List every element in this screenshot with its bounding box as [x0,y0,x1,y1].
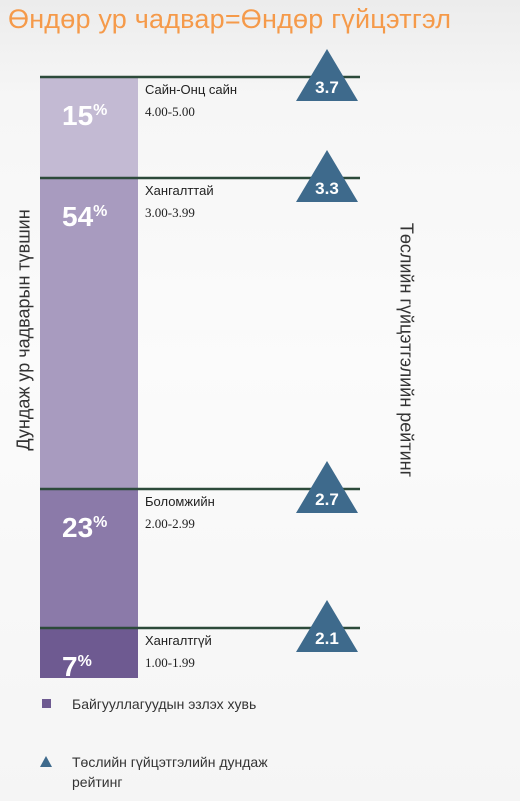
share-label: 54% [62,201,107,232]
tier-range: 1.00-1.99 [145,655,195,670]
tier-range: 2.00-2.99 [145,516,195,531]
rating-triangle [296,150,358,202]
tier-range: 4.00-5.00 [145,104,195,119]
tier-range: 3.00-3.99 [145,205,195,220]
legend-square-icon [42,699,51,708]
rating-label: 3.7 [315,78,339,97]
share-label: 15% [62,100,107,131]
tier-name: Хангалттай [145,183,214,198]
rating-triangle [296,461,358,513]
rating-triangle [296,600,358,652]
bar-segment [40,628,138,678]
tier-name: Хангалтгүй [145,633,212,648]
share-label: 23% [62,512,107,543]
bar-segment [40,77,138,178]
legend-entry-share: Байгууллагуудын эзлэх хувь [72,696,256,712]
rating-label: 3.3 [315,179,339,198]
rating-label: 2.7 [315,490,339,509]
bar-segment [40,489,138,628]
rating-label: 2.1 [315,629,339,648]
legend-triangle-icon [40,756,52,767]
legend-entry-rating: Төслийн гүйцэтгэлийн дундаж рейтинг [72,754,268,790]
share-label: 7% [62,651,92,682]
bar-segment [40,178,138,489]
page-title: Өндөр ур чадвар=Өндөр гүйцэтгэл [8,4,452,34]
tier-name: Сайн-Онц сайн [145,82,237,97]
rating-triangle [296,49,358,101]
tier-name: Боломжийн [145,494,215,509]
